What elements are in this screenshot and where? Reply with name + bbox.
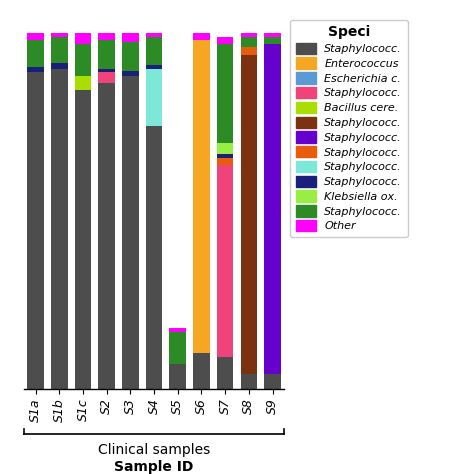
Bar (51, 33, 68, 37)
Bar (51, 69, 68, 389)
Bar (217, 158, 234, 165)
Bar (170, 332, 186, 364)
Bar (217, 357, 234, 389)
Bar (170, 328, 186, 332)
Bar (264, 44, 281, 374)
Bar (146, 37, 163, 65)
Bar (264, 374, 281, 389)
Bar (241, 55, 257, 374)
Text: Sample ID: Sample ID (114, 460, 194, 474)
Bar (75, 33, 91, 44)
Bar (217, 164, 234, 357)
Bar (27, 40, 44, 67)
Bar (241, 33, 257, 37)
Bar (217, 154, 234, 158)
Bar (122, 33, 139, 42)
Bar (99, 33, 115, 40)
Bar (27, 73, 44, 389)
Bar (122, 42, 139, 71)
Bar (146, 33, 163, 37)
Bar (241, 47, 257, 55)
Bar (217, 44, 234, 143)
Bar (51, 64, 68, 69)
Bar (51, 37, 68, 64)
Bar (122, 71, 139, 76)
Bar (75, 44, 91, 76)
Bar (193, 33, 210, 40)
Bar (193, 40, 210, 353)
Bar (193, 353, 210, 389)
Bar (217, 143, 234, 154)
Bar (170, 364, 186, 389)
Bar (27, 67, 44, 73)
Bar (122, 76, 139, 389)
Bar (99, 83, 115, 389)
Bar (99, 40, 115, 69)
Bar (241, 37, 257, 47)
Bar (146, 126, 163, 389)
Bar (99, 69, 115, 73)
Legend: Staphylococc., Enterococcus, Escherichia c., Staphylococc., Bacillus cere., Stap: Staphylococc., Enterococcus, Escherichia… (290, 20, 408, 237)
Bar (75, 90, 91, 389)
Bar (241, 374, 257, 389)
Bar (264, 37, 281, 44)
Bar (146, 69, 163, 126)
Bar (217, 37, 234, 44)
Bar (27, 33, 44, 40)
Bar (146, 65, 163, 69)
Bar (99, 72, 115, 83)
Bar (75, 76, 91, 90)
Bar (264, 33, 281, 37)
Text: Clinical samples: Clinical samples (98, 443, 210, 457)
